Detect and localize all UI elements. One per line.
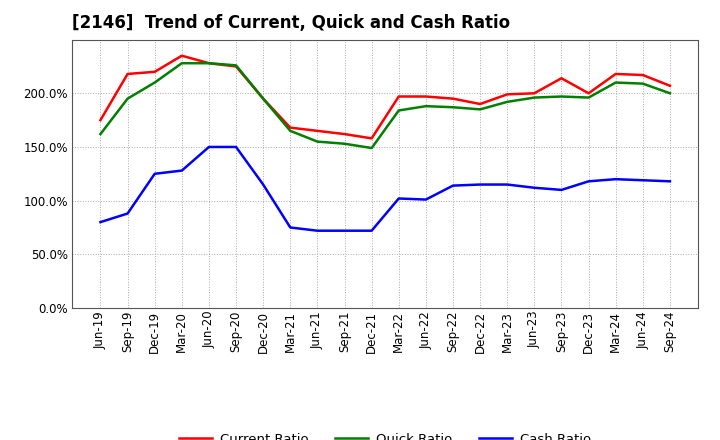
Current Ratio xyxy=(367,136,376,141)
Cash Ratio xyxy=(584,179,593,184)
Cash Ratio xyxy=(313,228,322,233)
Legend: Current Ratio, Quick Ratio, Cash Ratio: Current Ratio, Quick Ratio, Cash Ratio xyxy=(174,427,596,440)
Quick Ratio xyxy=(123,96,132,101)
Cash Ratio xyxy=(259,182,268,187)
Cash Ratio xyxy=(232,144,240,150)
Quick Ratio xyxy=(96,132,105,137)
Quick Ratio xyxy=(259,96,268,101)
Current Ratio xyxy=(476,101,485,106)
Line: Quick Ratio: Quick Ratio xyxy=(101,63,670,148)
Current Ratio xyxy=(286,125,294,130)
Cash Ratio xyxy=(421,197,430,202)
Cash Ratio xyxy=(530,185,539,191)
Current Ratio xyxy=(123,71,132,77)
Current Ratio xyxy=(665,83,674,88)
Quick Ratio xyxy=(286,128,294,133)
Current Ratio xyxy=(503,92,511,97)
Current Ratio xyxy=(150,69,159,74)
Cash Ratio xyxy=(286,225,294,230)
Current Ratio xyxy=(421,94,430,99)
Quick Ratio xyxy=(150,80,159,85)
Quick Ratio xyxy=(178,61,186,66)
Quick Ratio xyxy=(367,145,376,150)
Current Ratio xyxy=(449,96,457,101)
Cash Ratio xyxy=(449,183,457,188)
Text: [2146]  Trend of Current, Quick and Cash Ratio: [2146] Trend of Current, Quick and Cash … xyxy=(72,15,510,33)
Current Ratio xyxy=(178,53,186,59)
Current Ratio xyxy=(530,91,539,96)
Cash Ratio xyxy=(476,182,485,187)
Quick Ratio xyxy=(639,81,647,86)
Cash Ratio xyxy=(367,228,376,233)
Quick Ratio xyxy=(557,94,566,99)
Quick Ratio xyxy=(584,95,593,100)
Current Ratio xyxy=(96,117,105,123)
Quick Ratio xyxy=(476,107,485,112)
Current Ratio xyxy=(232,64,240,69)
Cash Ratio xyxy=(96,220,105,225)
Cash Ratio xyxy=(123,211,132,216)
Current Ratio xyxy=(584,91,593,96)
Current Ratio xyxy=(611,71,620,77)
Current Ratio xyxy=(204,61,213,66)
Quick Ratio xyxy=(503,99,511,105)
Current Ratio xyxy=(639,73,647,78)
Cash Ratio xyxy=(639,178,647,183)
Quick Ratio xyxy=(232,63,240,68)
Cash Ratio xyxy=(395,196,403,201)
Cash Ratio xyxy=(341,228,349,233)
Quick Ratio xyxy=(665,91,674,96)
Cash Ratio xyxy=(204,144,213,150)
Quick Ratio xyxy=(204,61,213,66)
Quick Ratio xyxy=(395,108,403,113)
Current Ratio xyxy=(259,96,268,101)
Quick Ratio xyxy=(313,139,322,144)
Cash Ratio xyxy=(150,171,159,176)
Quick Ratio xyxy=(611,80,620,85)
Quick Ratio xyxy=(341,141,349,147)
Current Ratio xyxy=(313,128,322,133)
Cash Ratio xyxy=(557,187,566,193)
Current Ratio xyxy=(341,132,349,137)
Cash Ratio xyxy=(665,179,674,184)
Line: Cash Ratio: Cash Ratio xyxy=(101,147,670,231)
Cash Ratio xyxy=(503,182,511,187)
Quick Ratio xyxy=(421,103,430,109)
Quick Ratio xyxy=(530,95,539,100)
Current Ratio xyxy=(557,76,566,81)
Cash Ratio xyxy=(611,176,620,182)
Current Ratio xyxy=(395,94,403,99)
Quick Ratio xyxy=(449,105,457,110)
Line: Current Ratio: Current Ratio xyxy=(101,56,670,138)
Cash Ratio xyxy=(178,168,186,173)
